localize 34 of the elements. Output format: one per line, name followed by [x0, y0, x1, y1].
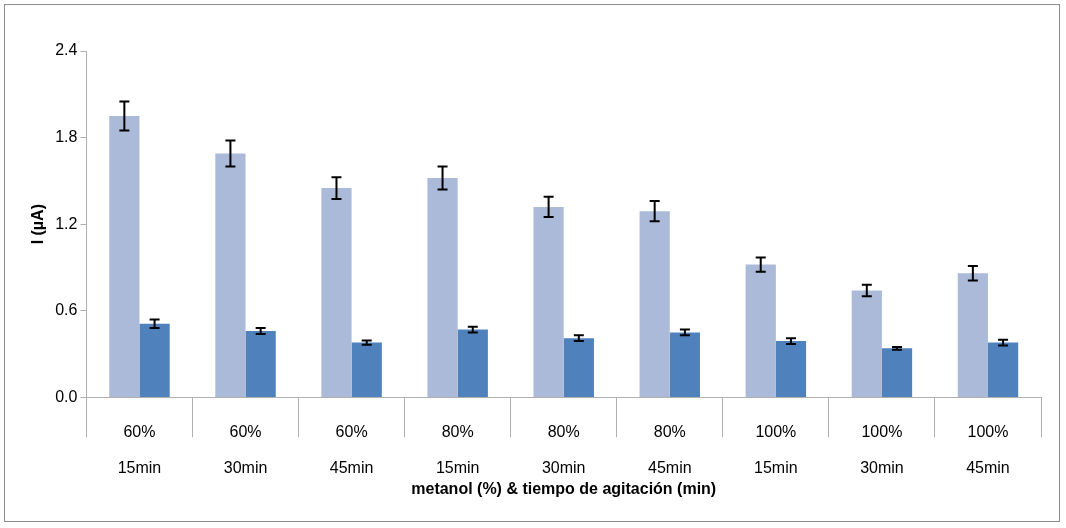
x-tick-label: 100% 30min: [860, 423, 904, 476]
bar: [457, 329, 488, 397]
x-tick-label: 60% 30min: [223, 423, 268, 476]
bar: [245, 331, 276, 397]
y-tick-label: 1.8: [55, 128, 78, 146]
bar: [881, 348, 913, 397]
y-tick-label: 1.2: [55, 214, 78, 232]
bar: [427, 178, 458, 397]
x-tick-label: 60% 15min: [117, 423, 162, 476]
x-tick-label: 80% 45min: [647, 423, 692, 476]
bar: [851, 290, 882, 397]
bar: [109, 115, 140, 397]
bar: [533, 206, 564, 397]
y-tick-label: 0.0: [55, 387, 78, 405]
bar: [745, 264, 776, 397]
x-tick-label: 100% 15min: [754, 423, 798, 476]
x-tick-label: 80% 15min: [435, 423, 480, 476]
y-tick-label: 2.4: [55, 41, 78, 59]
bar: [563, 338, 594, 397]
bar: [215, 153, 246, 397]
bar: [957, 273, 988, 397]
bar: [351, 342, 382, 397]
x-axis-title: metanol (%) & tiempo de agitación (min): [411, 479, 717, 497]
bar: [639, 211, 670, 397]
y-axis-title: I (µA): [29, 204, 47, 245]
x-tick-label: 100% 45min: [966, 423, 1010, 476]
x-tick-label: 60% 45min: [329, 423, 374, 476]
bar: [987, 342, 1019, 397]
bar: [321, 188, 352, 397]
bar: [139, 323, 170, 397]
bar: [775, 341, 807, 397]
x-tick-label: 80% 30min: [541, 423, 586, 476]
y-tick-label: 0.6: [55, 301, 78, 319]
bar: [669, 332, 701, 397]
